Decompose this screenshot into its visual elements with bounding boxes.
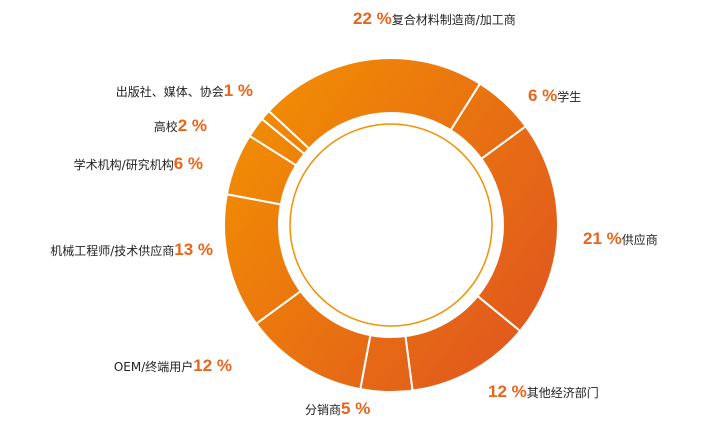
inner-ring — [289, 123, 493, 327]
segment-label: 6 %学生 — [528, 86, 581, 105]
category-label: 机械工程师/技术供应商 — [50, 243, 174, 258]
category-label: 其他经济部门 — [527, 385, 599, 400]
donut — [223, 57, 559, 393]
category-label: 供应商 — [622, 232, 658, 247]
percent-label: 12 % — [193, 356, 232, 375]
category-label: 高校 — [154, 119, 178, 134]
percent-label: 12 % — [488, 382, 527, 401]
segment — [476, 124, 559, 333]
category-label: 复合材料制造商/加工商 — [392, 12, 516, 27]
segment-label: 高校2 % — [154, 116, 207, 135]
segment-label: 学术机构/研究机构6 % — [74, 154, 203, 173]
segment — [267, 57, 482, 151]
percent-label: 6 % — [174, 154, 203, 173]
segment-label: 机械工程师/技术供应商13 % — [50, 240, 213, 259]
segment — [260, 109, 311, 156]
category-label: 学术机构/研究机构 — [74, 157, 174, 172]
percent-label: 6 % — [528, 86, 557, 105]
segment-label: 分销商5 % — [305, 399, 370, 418]
percent-label: 2 % — [178, 116, 207, 135]
segment-label: OEM/终端用户12 % — [114, 356, 232, 375]
category-label: OEM/终端用户 — [114, 359, 193, 374]
category-label: 出版社、媒体、协会 — [116, 84, 224, 99]
segment-label: 21 %供应商 — [583, 229, 658, 248]
category-label: 分销商 — [305, 402, 341, 417]
percent-label: 21 % — [583, 229, 622, 248]
category-label: 学生 — [557, 89, 581, 104]
segment-label: 出版社、媒体、协会1 % — [116, 81, 253, 100]
segment-label: 22 %复合材料制造商/加工商 — [353, 9, 516, 28]
percent-label: 5 % — [341, 399, 370, 418]
percent-label: 22 % — [353, 9, 392, 28]
percent-label: 1 % — [224, 81, 253, 100]
segment-label: 12 %其他经济部门 — [488, 382, 599, 401]
percent-label: 13 % — [174, 240, 213, 259]
